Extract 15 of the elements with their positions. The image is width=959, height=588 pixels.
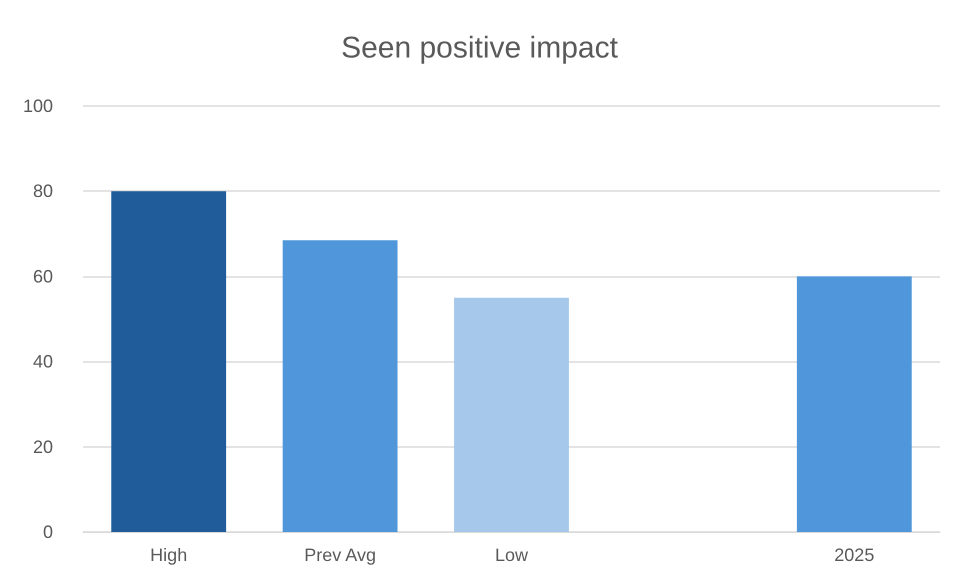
y-tick-label: 20 [32, 436, 53, 457]
y-tick-label: 100 [22, 96, 53, 116]
y-tick-label: 0 [42, 522, 53, 542]
y-tick-label: 40 [32, 352, 53, 372]
bar [454, 298, 569, 532]
bar [282, 240, 398, 532]
bar [796, 276, 912, 532]
bar [111, 191, 226, 532]
x-tick-label: 2025 [834, 545, 874, 565]
y-tick-label: 60 [32, 266, 53, 286]
y-tick-label: 80 [32, 181, 53, 202]
chart-title: Seen positive impact [341, 32, 619, 64]
x-tick-label: High [150, 545, 188, 565]
x-tick-label: Low [494, 545, 530, 565]
x-tick-label: Prev Avg [304, 545, 376, 565]
